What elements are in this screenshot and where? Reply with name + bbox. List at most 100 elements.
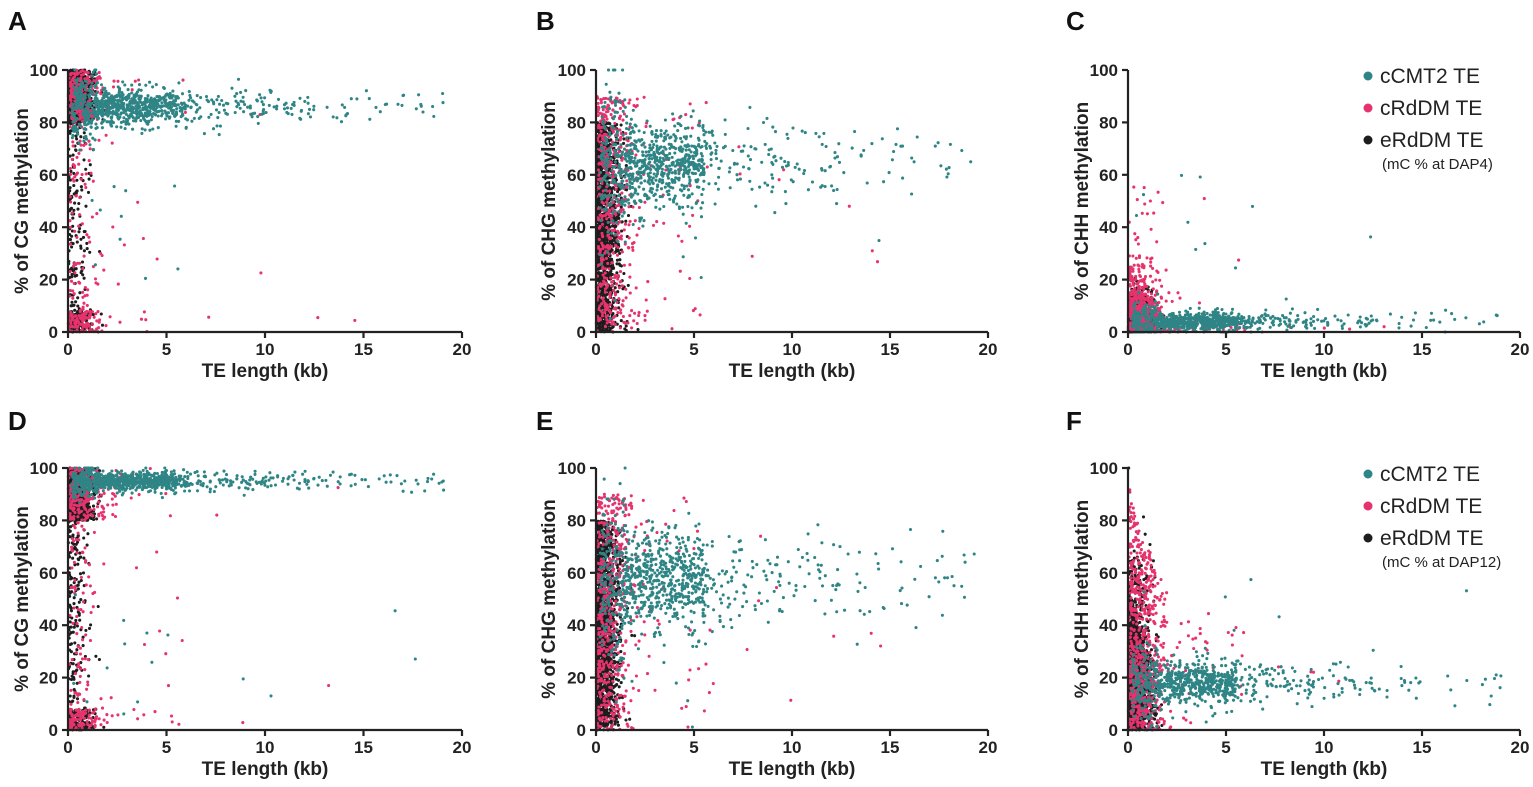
data-point — [623, 175, 627, 179]
data-point — [603, 304, 607, 308]
data-point — [704, 101, 708, 105]
data-point — [628, 263, 632, 267]
data-point — [88, 132, 92, 136]
data-point — [613, 121, 617, 125]
data-point — [618, 326, 622, 330]
data-point — [632, 319, 636, 323]
data-point — [676, 129, 680, 133]
data-point — [312, 108, 316, 112]
data-point — [599, 262, 603, 266]
data-point — [85, 241, 89, 245]
data-point — [624, 324, 628, 328]
data-point — [419, 102, 423, 106]
data-point — [111, 104, 115, 108]
data-point — [79, 185, 83, 189]
data-point — [750, 187, 754, 191]
data-point — [71, 102, 75, 106]
data-point — [134, 117, 138, 121]
data-point — [248, 104, 252, 108]
data-point — [611, 186, 615, 190]
data-point — [175, 107, 179, 111]
data-point — [939, 164, 943, 168]
data-point — [272, 105, 276, 109]
data-point — [76, 132, 80, 136]
data-point — [84, 103, 89, 107]
data-point — [262, 107, 266, 112]
data-point — [130, 83, 134, 87]
data-point — [623, 327, 627, 331]
data-point — [613, 110, 617, 114]
data-point — [140, 101, 144, 105]
data-point — [603, 251, 607, 255]
data-point — [145, 98, 149, 102]
data-point — [678, 269, 682, 273]
data-point — [618, 138, 622, 142]
data-point — [627, 205, 631, 209]
data-point — [89, 125, 93, 129]
data-point — [933, 144, 937, 148]
data-point — [608, 174, 613, 178]
data-point — [246, 105, 250, 109]
data-point — [814, 131, 818, 135]
data-point — [88, 313, 92, 317]
x-tick-label: 5 — [162, 340, 171, 359]
data-point — [282, 103, 287, 107]
data-point — [88, 316, 92, 320]
data-point — [71, 133, 75, 137]
data-point — [162, 95, 166, 99]
data-point — [634, 140, 638, 144]
data-point — [615, 271, 619, 275]
data-point — [785, 132, 789, 136]
data-point — [119, 111, 123, 115]
data-point — [680, 239, 684, 243]
data-point — [619, 123, 623, 127]
data-point — [130, 91, 134, 95]
data-point — [135, 90, 140, 94]
data-point — [616, 249, 620, 253]
data-point — [215, 98, 219, 102]
data-point — [621, 304, 625, 308]
data-point — [68, 242, 72, 246]
data-point — [87, 139, 91, 143]
data-point — [936, 141, 940, 145]
data-point — [611, 142, 615, 146]
data-point — [597, 294, 601, 298]
data-point — [667, 181, 671, 185]
data-point — [616, 245, 620, 250]
data-point — [731, 148, 735, 153]
data-point — [137, 83, 142, 87]
data-point — [167, 106, 171, 110]
data-point — [396, 102, 400, 106]
data-point — [88, 250, 92, 254]
data-point — [605, 149, 609, 153]
data-point — [385, 102, 389, 106]
data-point — [83, 229, 87, 234]
data-point — [234, 99, 238, 103]
data-point — [626, 143, 630, 147]
data-point — [598, 185, 602, 189]
data-point — [617, 116, 621, 120]
data-point — [597, 307, 601, 311]
data-point — [149, 118, 153, 122]
data-point — [80, 319, 84, 323]
data-point — [597, 162, 601, 166]
data-point — [605, 179, 609, 183]
data-point — [621, 68, 625, 72]
data-point — [95, 126, 99, 130]
data-point — [85, 303, 89, 307]
data-point — [619, 308, 623, 312]
data-point — [622, 271, 626, 276]
data-point — [73, 89, 78, 93]
data-point — [95, 327, 99, 331]
data-point — [686, 126, 690, 130]
data-point — [199, 115, 203, 119]
data-point — [282, 107, 287, 111]
data-point — [601, 325, 605, 329]
data-point — [137, 106, 141, 110]
data-point — [123, 126, 127, 131]
data-point — [70, 211, 74, 215]
data-point — [654, 174, 658, 178]
data-point — [345, 112, 350, 116]
data-point — [215, 124, 219, 128]
data-point — [144, 83, 148, 87]
